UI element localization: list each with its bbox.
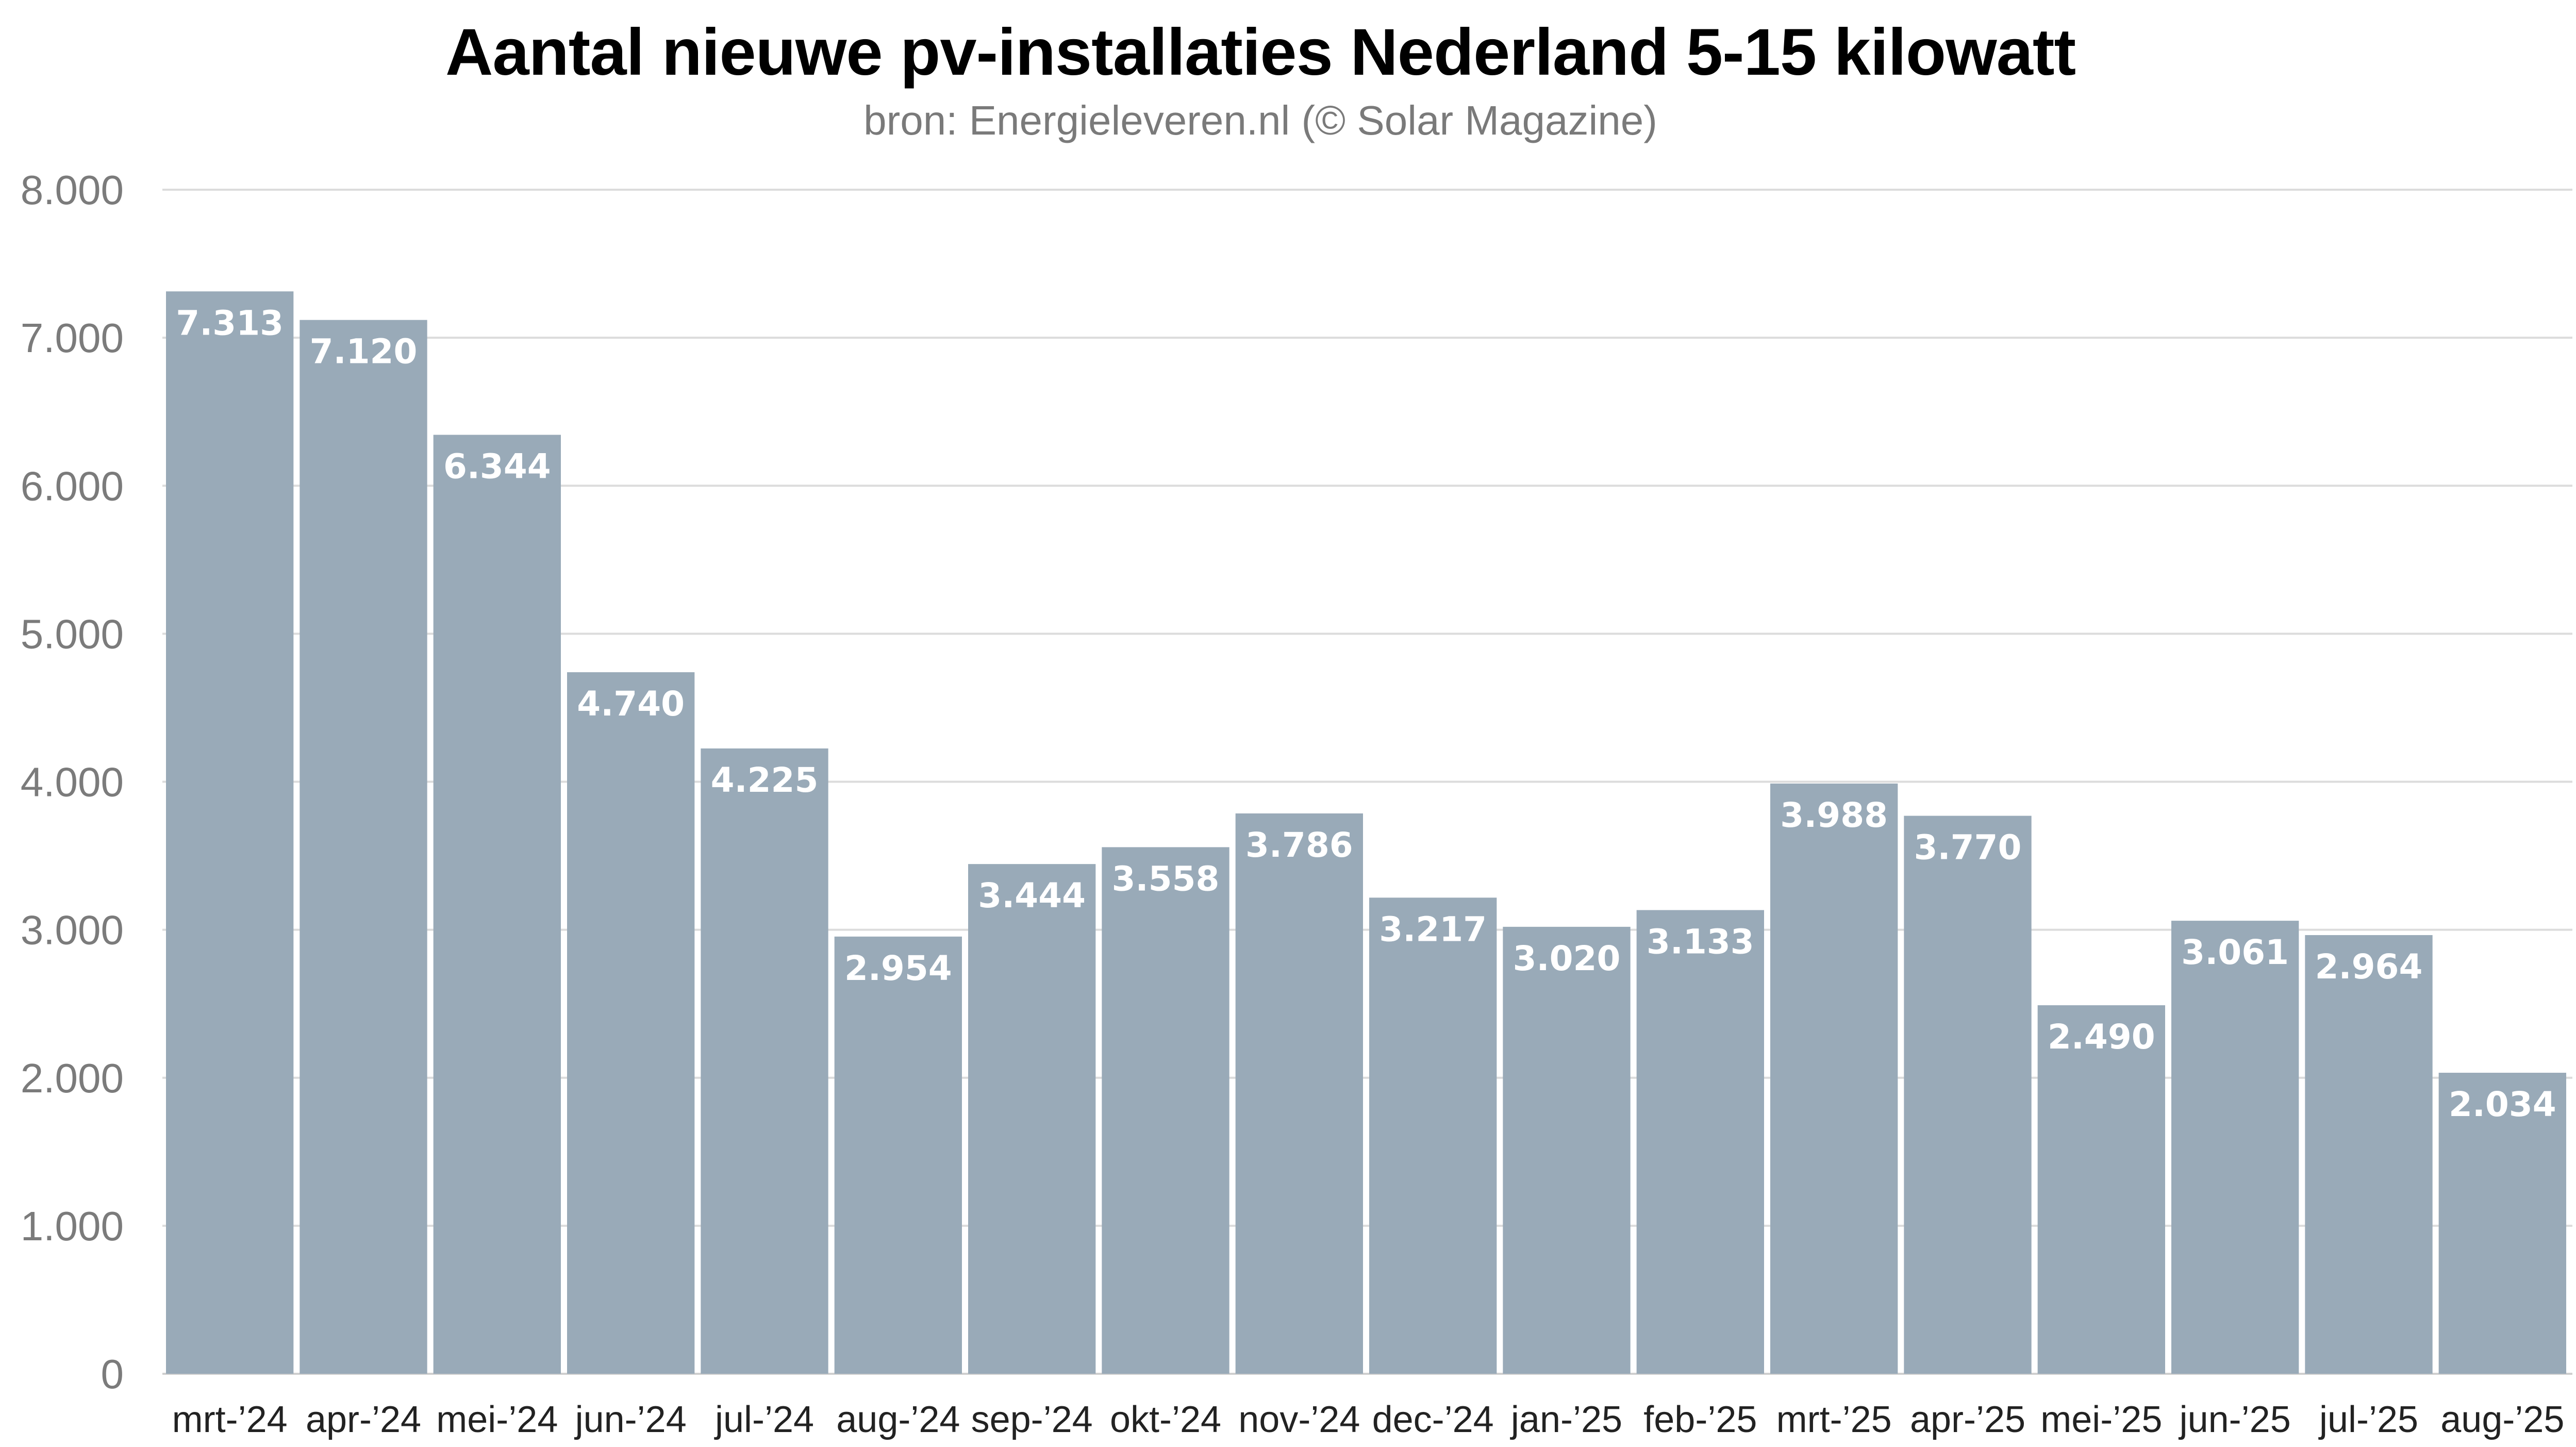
x-tick-label: mrt-’25 xyxy=(1776,1399,1892,1440)
data-label: 3.133 xyxy=(1647,922,1754,961)
data-label: 4.225 xyxy=(711,760,819,800)
data-label: 3.558 xyxy=(1112,859,1220,899)
bar xyxy=(2171,921,2299,1374)
bar xyxy=(834,936,962,1374)
data-label: 3.770 xyxy=(1914,828,2022,868)
x-tick-label: apr-’24 xyxy=(306,1399,421,1440)
y-tick-label: 5.000 xyxy=(21,611,124,657)
x-tick-label: aug-’24 xyxy=(836,1399,960,1440)
bars xyxy=(166,291,2566,1374)
x-tick-label: jun-’24 xyxy=(574,1399,687,1440)
bar xyxy=(701,748,828,1374)
x-tick-label: jul-’25 xyxy=(2318,1399,2418,1440)
data-label: 3.020 xyxy=(1513,939,1621,978)
data-label: 2.490 xyxy=(2048,1017,2155,1057)
x-tick-label: feb-’25 xyxy=(1643,1399,1757,1440)
bar xyxy=(567,672,695,1374)
data-label: 4.740 xyxy=(577,684,685,724)
bar xyxy=(1369,897,1497,1374)
x-axis-ticks: mrt-’24 apr-’24 mei-’24 jun-’24 jul-’24 aug-’… xyxy=(172,1399,2565,1440)
data-label: 3.444 xyxy=(978,876,1086,916)
y-tick-label: 8.000 xyxy=(21,167,124,213)
x-tick-label: jun-’25 xyxy=(2179,1399,2291,1440)
x-tick-label: sep-’24 xyxy=(971,1399,1093,1440)
chart-subtitle: bron: Energieleveren.nl (© Solar Magazin… xyxy=(863,97,1657,143)
x-tick-label: mei-’24 xyxy=(436,1399,558,1440)
bar xyxy=(2037,1005,2165,1374)
y-tick-label: 2.000 xyxy=(21,1055,124,1101)
y-tick-label: 6.000 xyxy=(21,463,124,509)
bar xyxy=(2305,935,2433,1374)
data-label: 2.034 xyxy=(2449,1085,2556,1124)
data-label: 6.344 xyxy=(443,446,551,486)
bar xyxy=(1770,783,1898,1374)
bar xyxy=(300,320,427,1374)
x-tick-label: nov-’24 xyxy=(1238,1399,1360,1440)
data-label: 3.061 xyxy=(2181,933,2289,972)
bar xyxy=(2438,1072,2566,1374)
x-tick-label: jan-’25 xyxy=(1510,1399,1622,1440)
data-label: 3.988 xyxy=(1780,795,1888,835)
y-tick-label: 1.000 xyxy=(21,1203,124,1249)
y-tick-label: 4.000 xyxy=(21,759,124,805)
bar xyxy=(1102,847,1229,1374)
data-label: 2.964 xyxy=(2315,947,2423,987)
x-tick-label: okt-’24 xyxy=(1110,1399,1221,1440)
data-label: 3.217 xyxy=(1379,909,1487,949)
x-tick-label: jul-’24 xyxy=(714,1399,814,1440)
data-label: 2.954 xyxy=(844,949,952,988)
data-label: 3.786 xyxy=(1245,825,1353,865)
x-tick-label: aug-’25 xyxy=(2440,1399,2564,1440)
gridlines xyxy=(162,189,2572,1375)
x-tick-label: dec-’24 xyxy=(1372,1399,1494,1440)
data-labels: 7.313 7.120 6.344 4.740 4.225 2.954 3.444 3.558… xyxy=(176,303,2556,1124)
bar xyxy=(1235,813,1363,1374)
x-tick-label: mei-’25 xyxy=(2040,1399,2162,1440)
bar xyxy=(1636,910,1764,1374)
y-tick-label: 3.000 xyxy=(21,907,124,953)
bar xyxy=(1503,926,1631,1374)
chart-title: Aantal nieuwe pv-installaties Nederland … xyxy=(445,15,2076,89)
bar xyxy=(968,864,1096,1374)
bar xyxy=(433,435,561,1374)
x-tick-label: mrt-’24 xyxy=(172,1399,288,1440)
data-label: 7.313 xyxy=(176,303,284,343)
y-tick-label: 7.000 xyxy=(21,315,124,361)
x-tick-label: apr-’25 xyxy=(1910,1399,2025,1440)
y-axis-ticks: 0 1.000 2.000 3.000 4.000 5.000 6.000 7.000 8.00… xyxy=(21,167,124,1397)
y-tick-label: 0 xyxy=(101,1351,124,1397)
data-label: 7.120 xyxy=(310,332,418,372)
bar xyxy=(166,291,294,1374)
bar xyxy=(1904,816,2032,1374)
